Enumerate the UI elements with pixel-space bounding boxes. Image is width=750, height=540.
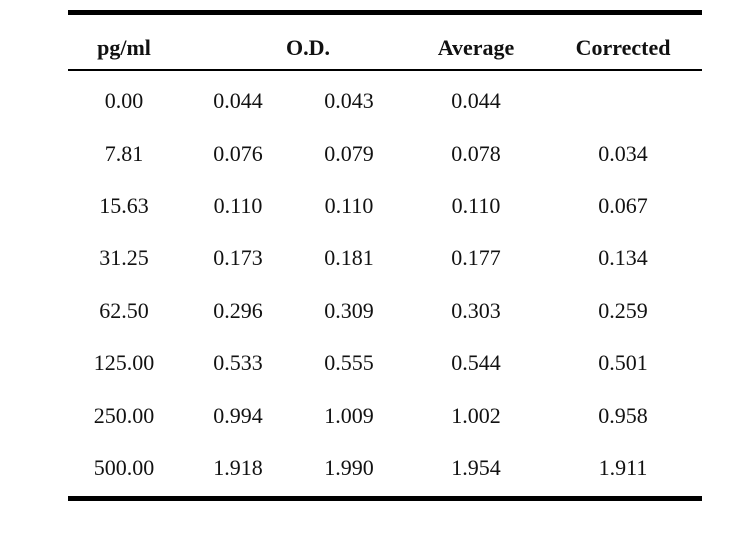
cell-od-1: 0.044 xyxy=(213,88,263,114)
cell-corrected: 0.259 xyxy=(598,297,648,323)
header-od: O.D. xyxy=(286,35,330,60)
table-row: 31.25 0.173 0.181 0.177 0.134 xyxy=(68,232,702,284)
table-row: 15.63 0.110 0.110 0.110 0.067 xyxy=(68,180,702,232)
cell-pg-ml: 7.81 xyxy=(104,140,144,166)
cell-pg-ml: 500.00 xyxy=(93,454,155,480)
cell-corrected: 0.958 xyxy=(598,402,648,428)
cell-od-1: 0.994 xyxy=(213,402,263,428)
table-row: 62.50 0.296 0.309 0.303 0.259 xyxy=(68,285,702,337)
standard-curve-table: pg/ml O.D. Average Corrected 0.00 0.044 … xyxy=(68,10,702,502)
cell-od-1: 0.110 xyxy=(213,192,263,218)
cell-od-1: 0.076 xyxy=(213,140,263,166)
table-top-rule xyxy=(68,10,702,15)
cell-od-2: 0.181 xyxy=(324,245,374,271)
cell-corrected: 0.067 xyxy=(598,192,648,218)
cell-average: 0.303 xyxy=(451,297,501,323)
cell-corrected: 1.911 xyxy=(598,454,648,480)
cell-od-2: 1.990 xyxy=(324,454,374,480)
cell-od-2: 0.043 xyxy=(324,88,374,114)
table-bottom-rule xyxy=(68,496,702,502)
cell-pg-ml: 125.00 xyxy=(93,350,155,376)
cell-od-2: 0.079 xyxy=(324,140,374,166)
cell-average: 0.078 xyxy=(451,140,501,166)
header-average: Average xyxy=(437,35,515,60)
cell-od-1: 0.533 xyxy=(213,350,263,376)
cell-corrected: 0.501 xyxy=(598,350,648,376)
cell-average: 0.177 xyxy=(451,245,501,271)
cell-average: 0.544 xyxy=(451,350,501,376)
table-body: 0.00 0.044 0.043 0.044 7.81 0.076 0.079 … xyxy=(68,71,702,496)
cell-od-2: 0.309 xyxy=(324,297,374,323)
cell-corrected xyxy=(558,75,688,127)
table-row: 250.00 0.994 1.009 1.002 0.958 xyxy=(68,389,702,441)
table-header-rule xyxy=(68,69,702,71)
cell-average: 1.954 xyxy=(451,454,501,480)
cell-od-2: 0.555 xyxy=(324,350,374,376)
header-corrected: Corrected xyxy=(575,35,671,60)
cell-od-1: 1.918 xyxy=(213,454,263,480)
cell-od-2: 1.009 xyxy=(324,402,374,428)
cell-od-1: 0.173 xyxy=(213,245,263,271)
cell-od-1: 0.296 xyxy=(213,297,263,323)
cell-corrected: 0.034 xyxy=(598,140,648,166)
cell-pg-ml: 250.00 xyxy=(93,402,155,428)
cell-pg-ml: 31.25 xyxy=(99,245,149,271)
cell-corrected: 0.134 xyxy=(598,245,648,271)
cell-pg-ml: 62.50 xyxy=(99,297,149,323)
cell-od-2: 0.110 xyxy=(324,192,374,218)
cell-pg-ml: 15.63 xyxy=(99,192,149,218)
table-header-row: pg/ml O.D. Average Corrected xyxy=(68,15,702,69)
table-row: 7.81 0.076 0.079 0.078 0.034 xyxy=(68,127,702,179)
table-row: 0.00 0.044 0.043 0.044 xyxy=(68,75,702,127)
table-row: 500.00 1.918 1.990 1.954 1.911 xyxy=(68,442,702,494)
table-row: 125.00 0.533 0.555 0.544 0.501 xyxy=(68,337,702,389)
cell-average: 0.110 xyxy=(451,192,501,218)
cell-average: 0.044 xyxy=(451,88,501,114)
cell-pg-ml: 0.00 xyxy=(104,88,144,114)
cell-average: 1.002 xyxy=(451,402,501,428)
header-pg-ml: pg/ml xyxy=(97,35,151,60)
